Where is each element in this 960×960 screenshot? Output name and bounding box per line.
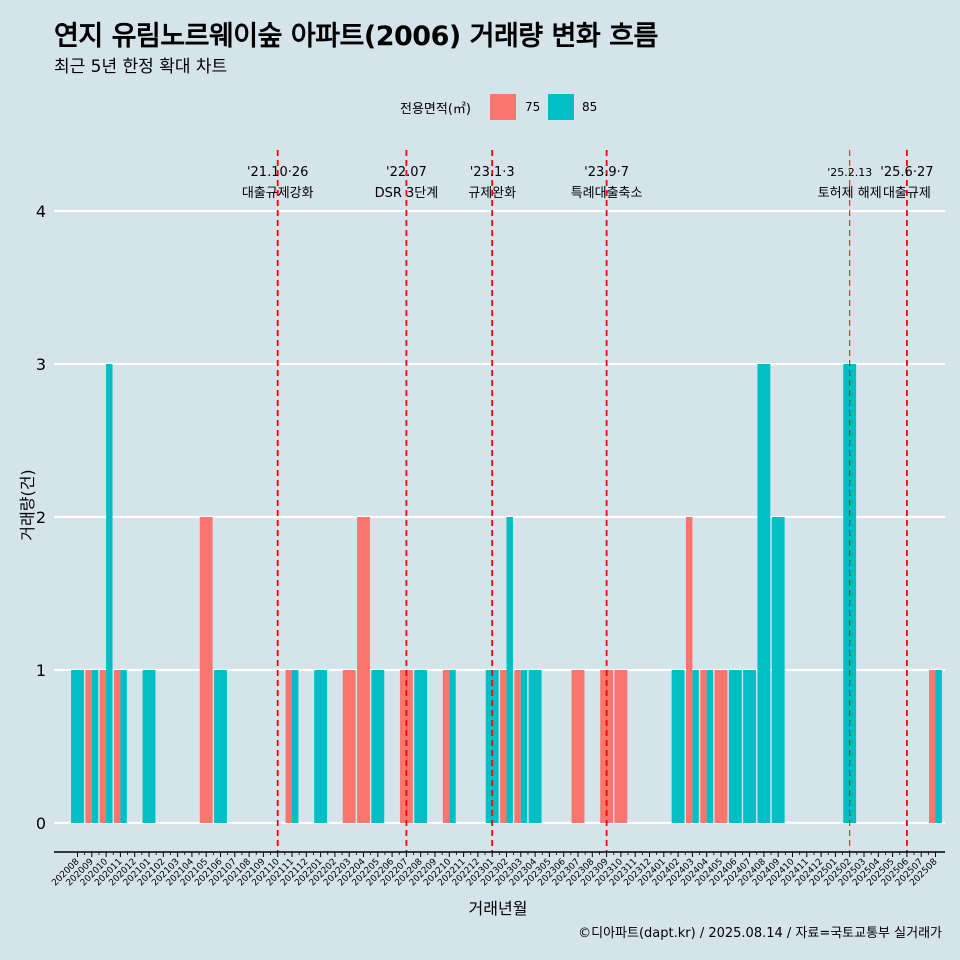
bar-75-202302 [500,670,507,823]
bar-75-202010 [99,670,107,823]
annotation-label: 토허제 해제 [818,186,882,201]
bar-85-202009 [91,670,99,823]
bar-85-202106 [214,670,227,823]
y-tick-label: 4 [36,202,46,221]
y-axis-title: 거래량(건) [18,469,37,540]
bar-75-202403 [685,517,693,823]
y-tick-label: 0 [36,814,46,833]
chart-subtitle: 최근 5년 한정 확대 차트 [54,57,228,77]
bar-75-202309 [600,670,614,823]
annotation-label: 규제완화 [468,186,516,201]
bar-85-202408 [757,364,771,823]
legend-label-85: 85 [582,100,598,114]
axes: 0123420200820200920201020201120201220210… [18,202,945,918]
annotation-date: '23.9·7 [584,165,629,180]
legend-swatch-85 [548,94,574,120]
bar-75-202105 [199,517,213,823]
y-tick-label: 3 [36,355,46,374]
annotation-label: 특례대출축소 [571,186,643,201]
bar-85-202406 [728,670,742,823]
annotation-date: '23.1·3 [470,165,515,180]
legend-swatch-75 [490,94,516,120]
annotation-date: '25.6·27 [880,165,933,180]
bar-85-202409 [771,517,785,823]
annotation-label: DSR 3단계 [375,186,439,201]
bar-75-202009 [85,670,92,823]
bar-85-202111 [292,670,299,823]
bar-85-202010 [106,364,113,823]
bar-75-202307 [571,670,585,823]
legend: 전용면적(㎡) 75 85 [0,92,960,122]
annotation-label: 대출규제 [883,186,931,201]
source-caption: ©디아파트(dapt.kr) / 2025.08.14 / 자료=국토교통부 실… [578,926,942,941]
grid-lines [54,209,945,825]
annotation-label: 대출규제강화 [242,186,314,201]
bar-85-202407 [743,670,757,823]
bar-75-202204 [357,517,370,823]
legend-label-75: 75 [525,100,541,114]
bar-75-202011 [113,670,121,823]
bar-85-202303 [520,670,528,823]
bar-85-202205 [371,670,385,823]
bar-75-202111 [285,670,292,823]
bar-85-202208 [414,670,428,823]
bar-75-202404 [700,670,707,823]
annotation-date: '25.2.13 [827,166,872,179]
bar-85-202201 [314,670,328,823]
bar-85-202008 [71,670,84,823]
bar-75-202508 [929,670,936,823]
policy-annotations: '21.10·26 대출규제강화 '22.07 DSR 3단계 '23.1·3 규제완화 '… [242,150,934,852]
x-axis-title: 거래년월 [469,899,528,918]
bar-75-202203 [342,670,356,823]
legend-title: 전용면적(㎡) [400,102,471,117]
bar-75-202303 [514,670,521,823]
bar-85-202402 [671,670,685,823]
bar-85-202101 [142,670,156,823]
chart-title: 연지 유림노르웨이숲 아파트(2006) 거래량 변화 흐름 [54,21,658,52]
bars [71,364,942,823]
bar-85-202404 [706,670,714,823]
bar-75-202207 [399,670,413,823]
bar-85-202210 [449,670,456,823]
y-tick-label: 2 [36,508,46,527]
annotation-date: '22.07 [386,165,427,180]
bar-85-202302 [506,517,513,823]
bar-85-202508 [935,670,942,823]
annotation-date: '21.10·26 [247,165,308,180]
bar-85-202403 [692,670,699,823]
bar-85-202304 [528,670,542,823]
bar-75-202405 [714,670,728,823]
bar-85-202301 [485,670,499,823]
bar-75-202310 [614,670,628,823]
bar-85-202011 [120,670,127,823]
y-tick-label: 1 [36,661,46,680]
bar-75-202210 [442,670,450,823]
